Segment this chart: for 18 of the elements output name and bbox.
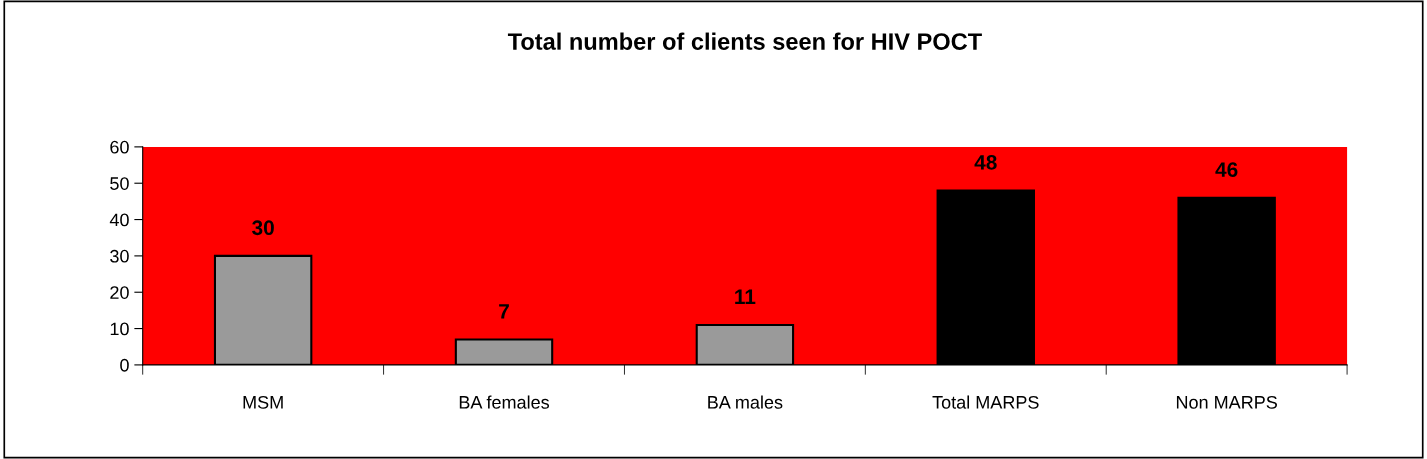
- y-tick-label: 40: [109, 213, 129, 227]
- x-tick-label: Non MARPS: [1176, 395, 1277, 409]
- y-tick-label: 30: [110, 249, 129, 263]
- x-tick-label: MSM: [243, 395, 283, 409]
- data-label: 30: [252, 220, 274, 236]
- data-label: 7: [499, 304, 509, 319]
- y-tick-label: 20: [110, 286, 129, 299]
- x-tick-label: BA females: [459, 395, 550, 409]
- chart-title: Total number of clients seen for HIV POCT: [507, 32, 982, 50]
- x-tick-label: BA males: [708, 395, 783, 409]
- y-tick-label: 0: [120, 358, 129, 372]
- data-label: 46: [1215, 162, 1238, 177]
- y-tick-label: 50: [110, 177, 129, 190]
- y-tick-label: 10: [110, 322, 129, 336]
- data-label: 48: [974, 154, 997, 170]
- data-label: 11: [735, 289, 756, 304]
- y-tick-label: 60: [110, 140, 129, 154]
- x-tick-label: Total MARPS: [932, 395, 1039, 409]
